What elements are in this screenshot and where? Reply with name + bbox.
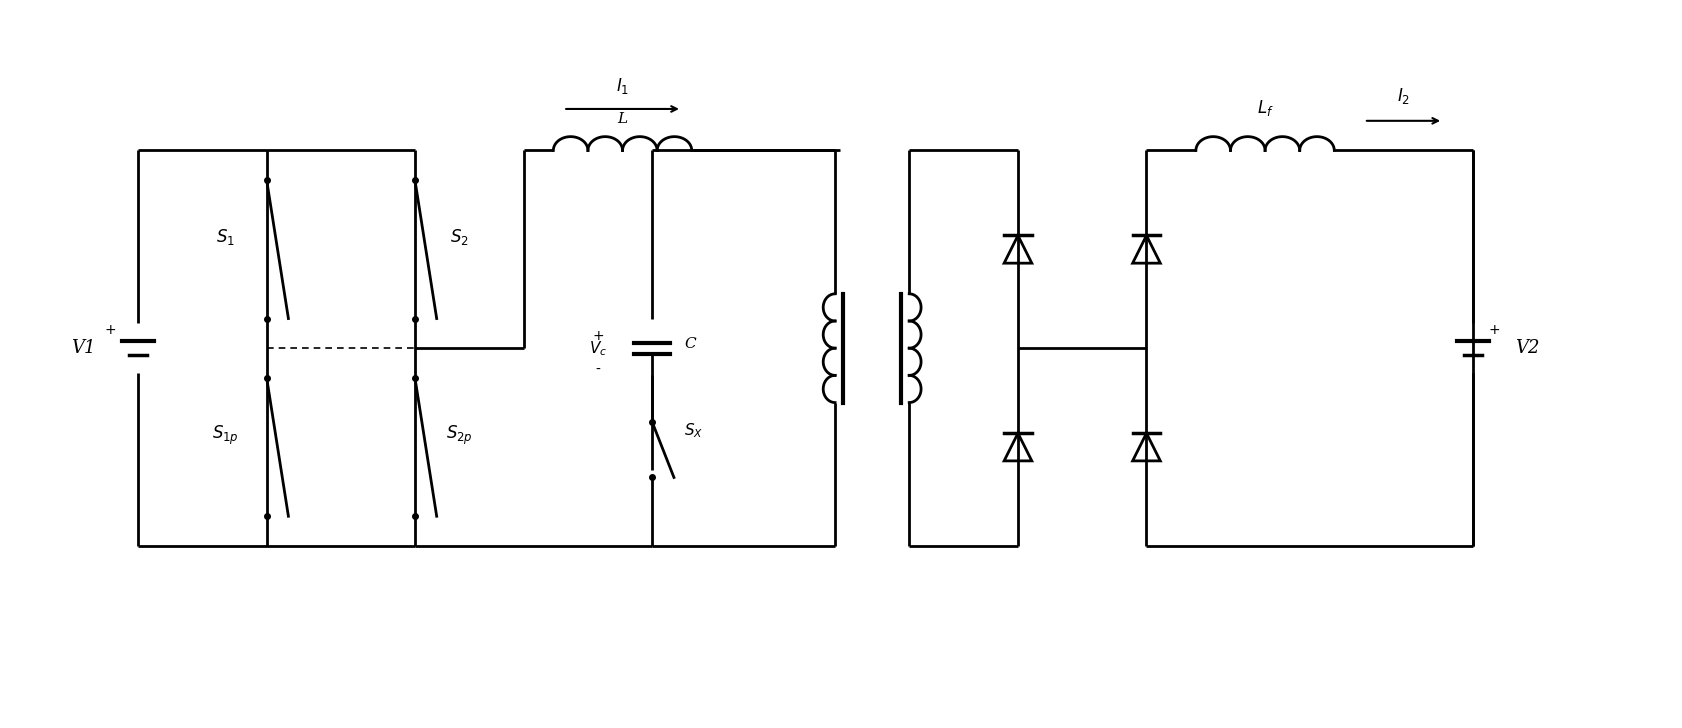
Text: $I_1$: $I_1$ [616, 76, 629, 96]
Text: C: C [683, 337, 695, 351]
Text: $I_2$: $I_2$ [1396, 86, 1410, 106]
Text: V2: V2 [1514, 339, 1539, 357]
Text: $S_X$: $S_X$ [683, 421, 703, 440]
Text: $S_2$: $S_2$ [449, 227, 469, 248]
Text: +: + [592, 329, 604, 344]
Text: V1: V1 [71, 339, 96, 357]
Text: -: - [595, 363, 600, 377]
Text: $V_c$: $V_c$ [589, 339, 607, 358]
Text: +: + [1489, 323, 1499, 337]
Text: $S_1$: $S_1$ [215, 227, 234, 248]
Text: +: + [104, 323, 116, 337]
Text: $S_{1p}$: $S_{1p}$ [212, 424, 239, 447]
Text: $S_{2p}$: $S_{2p}$ [446, 424, 473, 447]
Text: $L_f$: $L_f$ [1256, 98, 1273, 118]
Text: L: L [617, 112, 627, 126]
